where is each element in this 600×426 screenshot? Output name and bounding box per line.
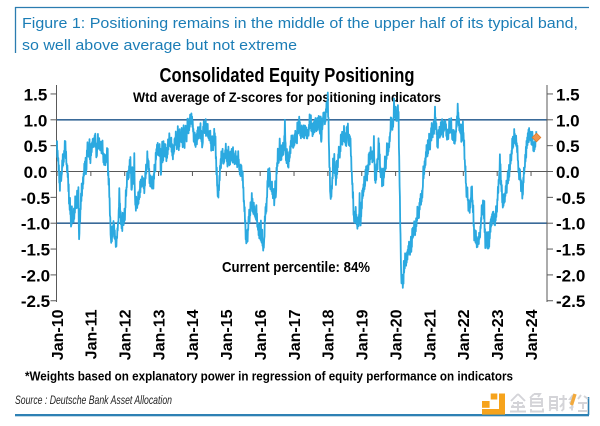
svg-text:Source : Deutsche Bank Asset A: Source : Deutsche Bank Asset Allocation: [15, 393, 172, 407]
svg-text:Jan-14: Jan-14: [185, 309, 202, 360]
svg-text:Consolidated Equity Positionin: Consolidated Equity Positioning: [160, 65, 415, 87]
svg-text:Jan-21: Jan-21: [422, 309, 439, 360]
svg-text:Jan-22: Jan-22: [456, 309, 473, 360]
svg-text:Wtd average of Z-scores for po: Wtd average of Z-scores for positioning …: [133, 89, 441, 105]
svg-text:*Weights based on explanatory: *Weights based on explanatory power in r…: [25, 369, 513, 384]
svg-text:-2.0: -2.0: [21, 266, 50, 285]
svg-text:-0.5: -0.5: [21, 189, 50, 208]
svg-text:0.0: 0.0: [24, 163, 48, 182]
svg-text:Jan-13: Jan-13: [151, 309, 168, 360]
svg-text:Jan-24: Jan-24: [524, 309, 541, 360]
svg-text:Jan-15: Jan-15: [219, 309, 236, 360]
svg-text:Figure 1: Positioning remains: Figure 1: Positioning remains in the mid…: [22, 15, 578, 32]
svg-text:0.5: 0.5: [24, 137, 48, 156]
svg-text:Jan-19: Jan-19: [355, 309, 372, 360]
svg-text:-1.0: -1.0: [21, 215, 50, 234]
svg-text:Jan-20: Jan-20: [388, 309, 405, 360]
svg-text:Jan-10: Jan-10: [50, 309, 67, 360]
svg-text:-2.0: -2.0: [556, 266, 585, 285]
svg-text:1.5: 1.5: [556, 85, 580, 104]
svg-text:-1.5: -1.5: [556, 241, 585, 260]
svg-text:Jan-23: Jan-23: [490, 309, 507, 360]
svg-text:1.0: 1.0: [24, 111, 48, 130]
svg-text:0.5: 0.5: [556, 137, 580, 156]
svg-text:Jan-16: Jan-16: [253, 309, 270, 360]
svg-text:-0.5: -0.5: [556, 189, 585, 208]
svg-text:Current percentile: 84%: Current percentile: 84%: [222, 259, 370, 276]
svg-text:1.5: 1.5: [24, 85, 48, 104]
svg-text:-1.0: -1.0: [556, 215, 585, 234]
svg-text:Jan-17: Jan-17: [287, 309, 304, 360]
svg-text:1.0: 1.0: [556, 111, 580, 130]
svg-text:-1.5: -1.5: [21, 241, 50, 260]
svg-text:-2.5: -2.5: [21, 292, 50, 311]
svg-text:Jan-18: Jan-18: [321, 309, 338, 360]
svg-text:so well above average but not: so well above average but not extreme: [22, 37, 297, 54]
svg-text:Jan-11: Jan-11: [84, 309, 101, 359]
svg-text:Jan-12: Jan-12: [118, 309, 135, 360]
svg-text:-2.5: -2.5: [556, 292, 585, 311]
svg-text:0.0: 0.0: [556, 163, 580, 182]
